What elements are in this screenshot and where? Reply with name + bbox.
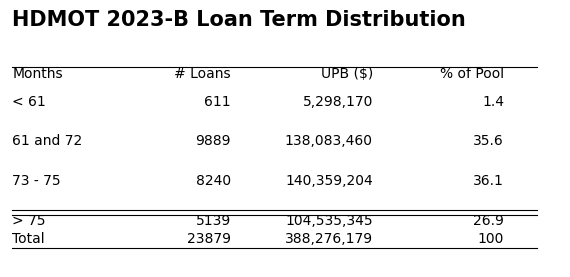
- Text: 35.6: 35.6: [473, 134, 504, 148]
- Text: 140,359,204: 140,359,204: [285, 174, 373, 188]
- Text: 73 - 75: 73 - 75: [13, 174, 61, 188]
- Text: < 61: < 61: [13, 95, 46, 109]
- Text: Months: Months: [13, 67, 63, 81]
- Text: 5,298,170: 5,298,170: [303, 95, 373, 109]
- Text: 26.9: 26.9: [473, 214, 504, 228]
- Text: UPB ($): UPB ($): [321, 67, 373, 81]
- Text: 611: 611: [204, 95, 231, 109]
- Text: 61 and 72: 61 and 72: [13, 134, 83, 148]
- Text: 138,083,460: 138,083,460: [285, 134, 373, 148]
- Text: 8240: 8240: [196, 174, 231, 188]
- Text: HDMOT 2023-B Loan Term Distribution: HDMOT 2023-B Loan Term Distribution: [13, 10, 466, 30]
- Text: > 75: > 75: [13, 214, 46, 228]
- Text: 5139: 5139: [196, 214, 231, 228]
- Text: 388,276,179: 388,276,179: [285, 232, 373, 246]
- Text: 9889: 9889: [196, 134, 231, 148]
- Text: 1.4: 1.4: [482, 95, 504, 109]
- Text: 104,535,345: 104,535,345: [286, 214, 373, 228]
- Text: 23879: 23879: [187, 232, 231, 246]
- Text: # Loans: # Loans: [174, 67, 231, 81]
- Text: 100: 100: [478, 232, 504, 246]
- Text: Total: Total: [13, 232, 45, 246]
- Text: % of Pool: % of Pool: [440, 67, 504, 81]
- Text: 36.1: 36.1: [473, 174, 504, 188]
